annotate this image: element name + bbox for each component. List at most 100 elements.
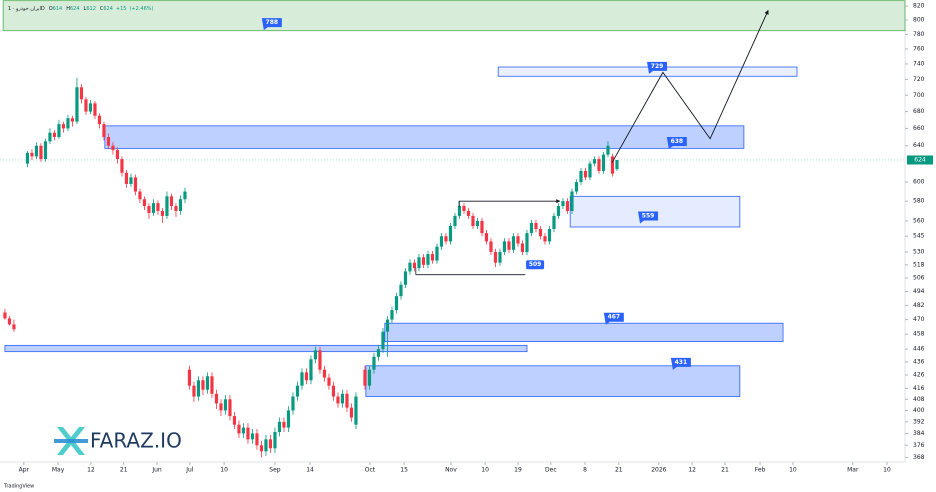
ohlc-value: 624 — [70, 6, 80, 12]
y-tick-label: 740 — [913, 60, 925, 67]
candle-body — [259, 445, 264, 452]
candle-body — [381, 331, 385, 350]
zone-label-box — [647, 61, 668, 74]
candle-body — [601, 154, 606, 171]
y-tick-label: 545 — [913, 233, 925, 240]
candle-body — [385, 319, 390, 332]
x-tick-label: 12 — [87, 467, 95, 474]
candle-body — [345, 393, 349, 408]
candle-body — [439, 236, 444, 247]
x-tick-label: Jul — [185, 467, 194, 474]
candle-body — [367, 369, 372, 386]
candle-body — [111, 145, 115, 151]
candle-body — [291, 396, 295, 411]
zone-label: 788 — [266, 19, 279, 26]
zone-label-box — [261, 18, 282, 31]
candle-body — [61, 124, 66, 129]
candle-body — [466, 210, 471, 216]
candle-body — [165, 196, 169, 216]
candle-body — [12, 324, 16, 330]
candle-body — [502, 241, 507, 252]
candle-body — [322, 369, 327, 378]
candle-body — [579, 170, 583, 183]
y-tick-label: 720 — [913, 76, 925, 83]
candle-body — [151, 203, 156, 213]
y-tick-label: 660 — [913, 125, 925, 132]
projection-path — [611, 9, 769, 163]
candle-body — [444, 236, 448, 242]
y-tick-label: 560 — [913, 217, 925, 224]
candle-body — [435, 246, 439, 261]
y-tick-label: 470 — [913, 316, 925, 323]
ohlc-label: H — [66, 6, 70, 12]
candle-body — [84, 99, 88, 112]
x-tick-label: 19 — [514, 467, 522, 474]
candle-body — [39, 145, 43, 160]
candle-body — [43, 141, 48, 160]
ohlc-label: O — [49, 6, 53, 12]
candle-body — [511, 236, 516, 250]
candle-body — [174, 206, 178, 211]
candle-body — [331, 385, 336, 397]
candle-body — [102, 124, 106, 137]
candle-body — [214, 393, 219, 404]
x-tick-label: 10 — [220, 467, 228, 474]
y-tick-label: 760 — [913, 45, 925, 52]
candle-body — [426, 254, 430, 265]
zone-label: 638 — [671, 138, 684, 145]
candle-body — [25, 152, 30, 164]
candle-body — [349, 407, 354, 418]
x-tick-label: Jun — [151, 467, 162, 474]
zone — [104, 125, 745, 149]
candle-body — [507, 241, 511, 250]
candle-body — [250, 433, 255, 440]
y-tick-label: 368 — [913, 454, 925, 461]
zone-label: 467 — [608, 314, 621, 321]
x-tick-label: Sep — [269, 467, 281, 474]
x-tick-label: Feb — [755, 467, 766, 474]
candle-body — [133, 177, 138, 192]
candle-body — [484, 233, 489, 242]
zone — [4, 344, 528, 353]
candle-body — [7, 318, 12, 325]
candle-body — [583, 170, 588, 178]
candle-body — [489, 241, 493, 252]
candle-body — [129, 177, 133, 184]
candle-body — [295, 385, 300, 397]
candle-body — [277, 421, 282, 432]
annotations: 509 788 729 638 559 467 431 — [0, 9, 905, 370]
header: ایران خودرو · 1D O614 H624 L612 C624 +15 (+2.4… — [8, 6, 154, 12]
candle-body — [606, 145, 610, 155]
candle-body — [336, 396, 340, 404]
candle-body — [241, 427, 246, 434]
zones — [2, 0, 906, 397]
ohlc-value: 612 — [86, 6, 96, 12]
x-tick-label: Nov — [445, 467, 457, 474]
candle-body — [286, 410, 291, 428]
candle-body — [34, 145, 39, 157]
footer: TradingView — [3, 484, 34, 490]
y-tick-label: 700 — [913, 92, 925, 99]
candle-body — [232, 416, 237, 425]
watermark-logo — [54, 427, 88, 455]
candle-body — [412, 262, 417, 269]
x-tick-label: Mar — [847, 467, 859, 474]
ohlc-value: 614 — [53, 6, 63, 12]
x-tick-label: 2026 — [651, 467, 666, 474]
y-tick-label: 416 — [913, 385, 925, 392]
zone-label-box — [638, 211, 659, 224]
candle-body — [462, 206, 466, 211]
candle-body — [430, 254, 435, 261]
candle-body — [547, 229, 552, 242]
zone-label-box — [670, 357, 691, 370]
y-tick-label: 482 — [913, 302, 925, 309]
zone-label: 559 — [642, 212, 655, 219]
candles — [3, 77, 619, 458]
candle-body — [318, 350, 322, 370]
last-price-tag — [907, 155, 933, 165]
candle-body — [169, 196, 174, 207]
candle-body — [471, 215, 475, 226]
x-tick-label: Apr — [19, 467, 30, 474]
candle-body — [304, 372, 309, 381]
